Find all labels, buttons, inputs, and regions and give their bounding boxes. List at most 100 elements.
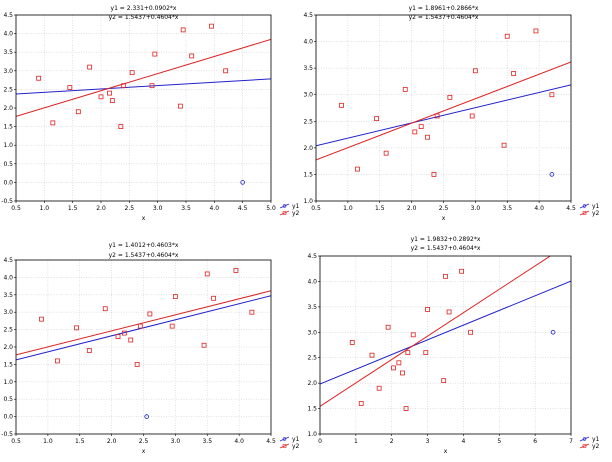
y-tick-label: 3.5 xyxy=(303,65,313,72)
y-tick-label: 1.0 xyxy=(303,198,313,205)
legend-marker-y2 xyxy=(282,211,287,215)
chart-panel-3: 0.5 1.0 1.5 2.0 2.5 3.0 3.5 4.0 4.5 -0.5 0.0 0.5 1.0… xyxy=(1,242,299,455)
legend-swatch-y2 xyxy=(279,210,290,216)
x-axis-label: x xyxy=(142,215,146,222)
x-tick-label: 0.5 xyxy=(311,205,321,212)
data-point-y2 xyxy=(533,28,539,34)
y-tick-label: 0.0 xyxy=(3,179,13,186)
data-point-y2 xyxy=(391,365,396,371)
x-tick-label: 4.0 xyxy=(234,438,244,445)
legend-marker-y1 xyxy=(282,437,287,441)
data-point-y2 xyxy=(115,334,121,339)
plot-area xyxy=(16,23,271,185)
y-tick-label: 3.5 xyxy=(307,304,317,311)
legend-marker-y2 xyxy=(282,444,287,448)
legend-swatch-y1 xyxy=(579,203,590,209)
x-tick-label: 3.0 xyxy=(171,438,181,445)
data-point-y2 xyxy=(177,103,183,109)
data-point-y1 xyxy=(550,329,556,335)
x-tick-label: 1.5 xyxy=(68,205,78,212)
y-tick-label: 4.0 xyxy=(303,39,313,46)
chart-panel-4: 0 1 2 3 4 5 6 7 1.0 1.5 2.0 2.5 3.0 3.5 4.0 4.5 x y1 = 1.… xyxy=(307,236,599,455)
legend-label-y1: y1 xyxy=(592,436,600,443)
data-point-y2 xyxy=(400,370,405,376)
regression-equation: y2 = 1.5437+0.4604*x xyxy=(409,14,479,21)
data-point-y2 xyxy=(152,51,158,57)
legend-label-y2: y2 xyxy=(592,210,600,217)
x-tick-label: 1.0 xyxy=(40,205,50,212)
data-point-y2 xyxy=(55,358,60,364)
plot-area xyxy=(320,256,571,411)
data-point-y2 xyxy=(374,116,379,122)
x-tick-label: 4.0 xyxy=(210,205,220,212)
x-tick-label: 1 xyxy=(354,438,358,445)
x-tick-label: 3.5 xyxy=(181,205,191,212)
data-point-y2 xyxy=(447,94,453,100)
data-point-y2 xyxy=(249,309,255,315)
x-tick-label: 1.0 xyxy=(343,205,353,212)
data-point-y2 xyxy=(169,323,175,329)
data-point-y2 xyxy=(233,268,239,273)
data-point-y2 xyxy=(109,98,115,103)
data-point-y2 xyxy=(418,124,424,129)
y-tick-label: 2.5 xyxy=(307,355,317,362)
data-point-y2 xyxy=(376,385,382,391)
data-point-y2 xyxy=(189,53,195,59)
data-point-y2 xyxy=(128,337,134,343)
data-point-y2 xyxy=(134,361,140,367)
x-axis-label: x xyxy=(442,215,446,222)
data-point-y2 xyxy=(443,273,448,279)
data-point-y2 xyxy=(396,360,402,366)
regression-equation: y1 = 2.331+0.0902*x xyxy=(111,5,177,12)
chart-panel-2: 0.5 1.0 1.5 2.0 2.5 3.0 3.5 4.0 4.51.01.52.02.53… xyxy=(303,5,599,222)
y-tick-label: 3.0 xyxy=(303,92,313,99)
y-tick-label: 4.0 xyxy=(3,274,13,281)
data-point-y2 xyxy=(501,142,507,148)
regression-equation: y1 = 1.4012+0.4603*x xyxy=(109,242,179,249)
regression-line-y1 xyxy=(316,84,571,147)
legend-swatch-y1 xyxy=(279,203,290,209)
legend-label-y2: y2 xyxy=(292,443,300,450)
x-axis-label: x xyxy=(444,448,448,455)
x-tick-label: 0.5 xyxy=(11,205,21,212)
data-point-y2 xyxy=(434,113,440,119)
y-tick-label: 2.0 xyxy=(3,344,13,351)
y-tick-label: 2.5 xyxy=(3,327,13,334)
legend-marker-y1 xyxy=(582,204,587,208)
data-point-y2 xyxy=(358,401,364,406)
data-point-y2 xyxy=(137,323,143,329)
y-tick-label: 3.0 xyxy=(3,68,13,75)
x-tick-label: 7 xyxy=(569,438,573,445)
regression-line-y2 xyxy=(16,290,271,356)
x-tick-label: 1.5 xyxy=(375,205,385,212)
data-point-y2 xyxy=(469,113,475,119)
y-tick-label: 2.0 xyxy=(307,380,317,387)
regression-line-y2 xyxy=(16,38,271,117)
plot-area xyxy=(316,28,571,177)
data-point-y2 xyxy=(412,129,418,135)
y-tick-label: 0.5 xyxy=(3,396,13,403)
data-point-y1 xyxy=(240,180,245,185)
data-point-y2 xyxy=(36,75,42,81)
data-point-y2 xyxy=(425,134,430,140)
legend-marker-y1 xyxy=(282,204,287,208)
y-tick-label: 4.5 xyxy=(303,12,313,19)
legend-swatch-y2 xyxy=(279,443,290,449)
data-point-y2 xyxy=(86,348,92,353)
chart-panel-1: 0.5 1.0 1.5 2.0 2.5 3.0 3.5 4.0 4.5 5.0 -0.5 0.0 0.5… xyxy=(1,5,299,222)
x-tick-label: 1.0 xyxy=(43,438,53,445)
data-point-y2 xyxy=(410,332,416,338)
data-point-y2 xyxy=(98,94,104,100)
x-tick-label: 2 xyxy=(390,438,394,445)
x-tick-label: 4 xyxy=(462,438,466,445)
y-tick-label: -0.5 xyxy=(1,198,13,205)
data-point-y2 xyxy=(383,150,389,156)
y-tick-label: 4.5 xyxy=(3,257,13,264)
regression-line-y1 xyxy=(16,78,271,95)
y-tick-label: -0.5 xyxy=(1,431,13,438)
y-tick-label: 3.0 xyxy=(3,309,13,316)
x-tick-label: 2.5 xyxy=(125,205,135,212)
